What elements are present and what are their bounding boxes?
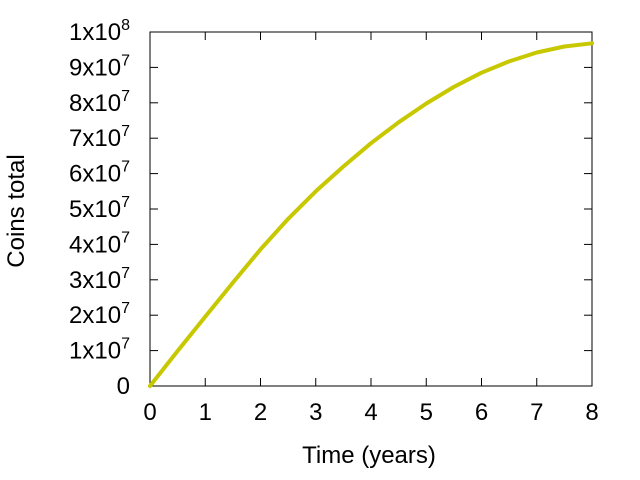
plot-frame: [149, 31, 593, 387]
series-line: [148, 41, 594, 388]
x-tick-label: 8: [585, 399, 598, 426]
y-tick-label: 9x107: [69, 52, 130, 81]
x-tick-label: 1: [199, 399, 212, 426]
y-tick-label: 8x107: [69, 88, 130, 117]
x-axis-ticks: 0 1 2 3 4 5 6 7 8: [143, 32, 599, 426]
y-tick-label: 7x107: [69, 123, 130, 152]
x-tick-label: 5: [420, 399, 433, 426]
y-tick-label: 1x107: [69, 336, 130, 365]
x-tick-label: 0: [143, 399, 156, 426]
y-tick-label: 5x107: [69, 194, 130, 223]
y-tick-label: 6x107: [69, 159, 130, 188]
x-tick-label: 3: [309, 399, 322, 426]
x-tick-label: 7: [530, 399, 543, 426]
x-tick-label: 6: [475, 399, 488, 426]
y-tick-label: 2x107: [69, 300, 130, 329]
series-layer: [148, 41, 594, 388]
x-tick-label: 2: [254, 399, 267, 426]
y-tick-label: 4x107: [69, 229, 130, 258]
y-tick-label: 1x108: [69, 17, 130, 46]
x-axis-label: Time (years): [302, 442, 436, 469]
y-axis-ticks: 0 1x107 2x107 3x107 4x107 5x107 6x107 7x107 8x10…: [69, 17, 592, 400]
x-tick-label: 4: [364, 399, 377, 426]
y-axis-label: Coins total: [3, 154, 30, 267]
y-tick-label: 3x107: [69, 265, 130, 294]
y-tick-label: 0: [117, 373, 130, 400]
